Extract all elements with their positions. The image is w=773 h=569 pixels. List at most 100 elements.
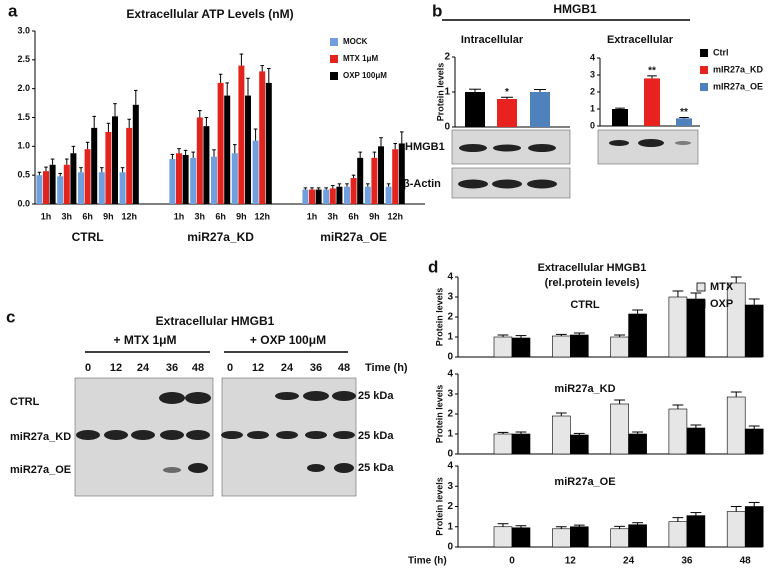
x-tick-label: 12h	[121, 211, 137, 221]
error-bar	[170, 153, 175, 160]
bar	[511, 337, 531, 358]
blot-band	[303, 391, 329, 401]
y-tick-label: 2	[447, 501, 453, 512]
blot-band	[221, 431, 243, 439]
time-tick-label: 36	[310, 362, 322, 374]
error-bar	[127, 118, 131, 128]
chart-title: Intracellular	[461, 34, 524, 46]
bar	[628, 524, 647, 548]
bar	[211, 156, 217, 204]
x-tick-label: 3h	[195, 211, 206, 221]
error-bar	[358, 151, 362, 158]
y-tick-label: 2.5	[17, 54, 30, 64]
error-bar	[515, 431, 527, 434]
panel-label: a	[8, 1, 18, 20]
legend-swatch	[330, 38, 338, 46]
error-bar	[106, 122, 111, 132]
y-tick-label: 1	[444, 87, 450, 98]
x-tick-label: 1h	[41, 211, 52, 221]
error-bar	[71, 145, 76, 154]
error-bar	[748, 425, 760, 429]
bar	[610, 336, 629, 358]
bar	[744, 428, 764, 455]
group-label: miR27a_KD	[187, 230, 254, 244]
bar	[231, 153, 238, 204]
error-bar	[324, 187, 328, 190]
x-tick-label: 48	[740, 556, 752, 567]
y-axis-label: Protein levels	[435, 63, 445, 122]
bar	[259, 71, 266, 204]
y-tick-label: 4	[447, 461, 453, 472]
error-bar	[58, 172, 62, 177]
error-bar	[748, 501, 760, 507]
y-tick-label: 2	[447, 312, 453, 323]
bar	[511, 527, 531, 548]
y-tick-label: 4	[447, 272, 453, 283]
blot-band	[186, 430, 210, 440]
legend-label: MTX 1μM	[343, 54, 378, 63]
bar	[726, 282, 746, 358]
y-tick-label: 0	[590, 120, 595, 130]
blot-row-label: miR27a_OE	[10, 464, 71, 476]
error-bar	[85, 141, 90, 150]
error-bar	[351, 174, 356, 179]
error-bar	[260, 65, 264, 72]
error-bar	[690, 424, 702, 428]
chart-title: Extracellular ATP Levels (nM)	[126, 7, 293, 21]
bar	[357, 157, 364, 204]
error-bar	[386, 183, 391, 187]
x-tick-label: 9h	[236, 211, 247, 221]
error-bar	[497, 523, 509, 527]
x-tick-label: 6h	[348, 211, 359, 221]
y-axis-label: Protein levels	[434, 385, 444, 444]
error-bar	[183, 149, 188, 155]
bar	[78, 172, 84, 204]
bar	[245, 95, 251, 204]
error-bar	[632, 431, 643, 434]
error-bar	[100, 167, 104, 173]
bar	[493, 433, 513, 455]
error-bar	[672, 290, 684, 297]
bar	[36, 175, 43, 204]
bar	[610, 528, 629, 548]
bar	[378, 146, 384, 204]
bar	[628, 433, 647, 455]
bar	[196, 117, 203, 204]
error-bar	[614, 399, 625, 404]
legend-label: OXP	[710, 298, 733, 310]
blot-band	[131, 430, 155, 440]
blot-band	[527, 179, 557, 189]
bar	[686, 515, 706, 548]
x-tick-label: 6h	[215, 211, 226, 221]
chart-subtitle: CTRL	[570, 299, 600, 311]
panel-title: Extracellular HMGB1	[538, 262, 647, 274]
group-label: miR27a_OE	[320, 230, 387, 244]
error-bar	[198, 110, 202, 118]
bar	[238, 65, 245, 204]
blot-band	[163, 467, 181, 473]
y-tick-label: 0	[444, 122, 450, 133]
error-bar	[679, 117, 689, 119]
error-bar	[310, 187, 314, 190]
y-axis-label: Protein levels	[434, 288, 444, 347]
error-bar	[191, 151, 195, 158]
bar	[43, 171, 49, 204]
error-bar	[316, 187, 321, 190]
error-bar	[366, 183, 370, 187]
error-bar	[113, 103, 117, 117]
y-tick-label: 0	[447, 542, 453, 553]
group-label: CTRL	[72, 230, 104, 244]
error-bar	[497, 334, 509, 337]
annotation: *	[505, 87, 509, 98]
y-tick-label: 3	[447, 481, 453, 492]
blot-band	[609, 140, 629, 146]
bar	[182, 154, 189, 204]
error-bar	[515, 335, 527, 338]
annotation: **	[680, 107, 688, 118]
bar	[511, 433, 531, 455]
error-bar	[331, 185, 335, 189]
x-axis-label: Time (h)	[408, 556, 447, 567]
error-bar	[730, 391, 742, 397]
y-tick-label: 2.0	[17, 83, 30, 93]
